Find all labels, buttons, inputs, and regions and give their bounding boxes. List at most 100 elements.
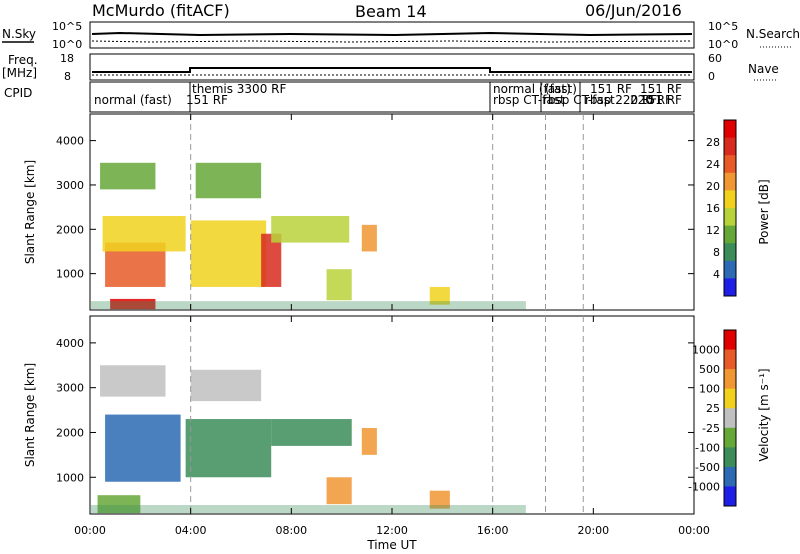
colorbar-tick-label: -25 xyxy=(702,422,720,435)
colorbar-tick-label: 28 xyxy=(706,136,720,149)
colorbar-tick-label: 24 xyxy=(706,158,720,171)
nave-label: Nave xyxy=(748,62,779,76)
velocity-y-axis: 4000 3000 2000 1000 xyxy=(56,337,694,484)
colorbar-frame xyxy=(723,329,737,507)
ground-scatter-band xyxy=(91,301,526,310)
colorbar-tick-label: 20 xyxy=(706,180,720,193)
freq-label-line1: Freq. xyxy=(8,53,38,67)
colorbar-swatch xyxy=(724,208,736,227)
colorbar-tick-label: -100 xyxy=(695,441,720,454)
colorbar-tick-label: 8 xyxy=(713,246,720,259)
scatter-cell xyxy=(429,286,450,305)
velocity-colorbar: 1000 500 100 25 -25 -100 -500 -1000 xyxy=(688,329,737,507)
ground-scatter-band xyxy=(91,505,526,514)
colorbar-swatch xyxy=(724,330,736,351)
x-tick-label: 00:00 xyxy=(678,524,710,537)
cpid-segment: (fast) xyxy=(545,82,577,96)
scatter-cell xyxy=(100,365,166,397)
freq-tick-bottom: 8 xyxy=(64,70,71,83)
colorbar-swatch xyxy=(724,172,736,191)
power-data-layer xyxy=(91,162,526,310)
cpid-segment: rbsp CT-fast xyxy=(543,93,615,107)
y-tick-label: 2000 xyxy=(56,223,84,236)
nsky-label: N.Sky xyxy=(2,27,36,41)
velocity-ylabel: Slant Range [km] xyxy=(23,363,37,467)
power-frame xyxy=(89,113,695,311)
colorbar-swatch xyxy=(724,369,736,390)
scatter-cell xyxy=(261,233,282,287)
colorbar-swatch xyxy=(724,408,736,429)
x-tick-label: 00:00 xyxy=(74,524,106,537)
cpid-segment: normal (fast) xyxy=(94,93,172,107)
colorbar-swatch xyxy=(724,486,736,507)
y-tick-label: 1000 xyxy=(56,268,84,281)
colorbar-swatch xyxy=(724,243,736,262)
cpid-segment: themis 3300 RF xyxy=(192,82,286,96)
scatter-cell xyxy=(429,490,450,509)
nsearch-label: N.Search xyxy=(746,27,800,41)
colorbar-swatch xyxy=(724,278,736,297)
nave-tick-top: 60 xyxy=(708,52,722,65)
nsearch-tick-top: 10^5 xyxy=(708,20,738,33)
velocity-x-axis: 00:00 04:00 08:00 12:00 16:00 20:00 00:00 xyxy=(74,524,710,537)
cpid-segment: 151 RF xyxy=(186,93,228,107)
cpid-panel: CPID normal (fast) 151 RF themis 3300 RF… xyxy=(4,81,695,113)
colorbar-tick-label: 25 xyxy=(706,402,720,415)
colorbar-swatch xyxy=(724,427,736,448)
colorbar-tick-label: -1000 xyxy=(688,480,720,493)
freq-frame xyxy=(89,53,695,81)
colorbar-tick-label: 1000 xyxy=(692,344,720,357)
date-title: 06/Jun/2016 xyxy=(585,1,682,20)
cpid-segment: rbsp CT-fast xyxy=(493,93,565,107)
nsearch-trace xyxy=(91,40,693,43)
x-tick-label: 12:00 xyxy=(376,524,408,537)
colorbar-swatch xyxy=(724,137,736,156)
cpid-segment: 151 RF xyxy=(640,82,682,96)
beam-title: Beam 14 xyxy=(355,2,427,21)
scatter-cell xyxy=(105,414,181,482)
velocity-panel: 4000 3000 2000 1000 00:00 04:00 08:00 12:00 16:… xyxy=(23,315,771,552)
colorbar-frame xyxy=(723,119,737,297)
nsky-tick-top: 10^5 xyxy=(52,20,82,33)
colorbar-tick-label: 500 xyxy=(699,363,720,376)
velocity-data-layer xyxy=(91,365,526,514)
scatter-cell xyxy=(100,162,156,190)
scatter-cell xyxy=(271,419,352,446)
power-cbar-label: Power [dB] xyxy=(757,179,771,244)
y-tick-label: 2000 xyxy=(56,426,84,439)
colorbar-swatch xyxy=(724,260,736,279)
velocity-time-gridlines xyxy=(89,316,695,514)
scatter-cell xyxy=(190,220,267,287)
time-axis-label: Time UT xyxy=(366,538,417,552)
colorbar-swatch xyxy=(724,190,736,209)
station-title: McMurdo (fitACF) xyxy=(92,1,230,20)
scatter-cell xyxy=(326,477,352,505)
cpid-segment: rbsp 220 RF xyxy=(585,93,657,107)
y-tick-label: 1000 xyxy=(56,471,84,484)
colorbar-swatch xyxy=(724,155,736,174)
colorbar-swatch xyxy=(724,466,736,487)
x-tick-label: 16:00 xyxy=(477,524,509,537)
cpid-segment: 151 RF xyxy=(640,93,682,107)
colorbar-swatch xyxy=(724,349,736,370)
freq-tick-top: 18 xyxy=(60,52,74,65)
colorbar-tick-label: 100 xyxy=(699,383,720,396)
scatter-cell xyxy=(326,269,352,301)
colorbar-swatch xyxy=(724,120,736,139)
velocity-cbar-label: Velocity [m s⁻¹] xyxy=(757,368,771,461)
scatter-cell xyxy=(361,224,377,252)
cpid-label: CPID xyxy=(4,86,32,100)
x-tick-label: 08:00 xyxy=(275,524,307,537)
power-ylabel: Slant Range [km] xyxy=(23,160,37,264)
y-tick-label: 3000 xyxy=(56,179,84,192)
scatter-cell xyxy=(102,215,186,252)
x-tick-label: 20:00 xyxy=(577,524,609,537)
y-tick-label: 3000 xyxy=(56,382,84,395)
cpid-frame xyxy=(89,81,695,113)
cpid-segment: 220 RF xyxy=(630,93,672,107)
scatter-cell xyxy=(110,298,156,310)
colorbar-tick-label: -500 xyxy=(695,461,720,474)
freq-label-line2: [MHz] xyxy=(2,66,37,80)
nsky-tick-bottom: 10^0 xyxy=(52,38,82,51)
